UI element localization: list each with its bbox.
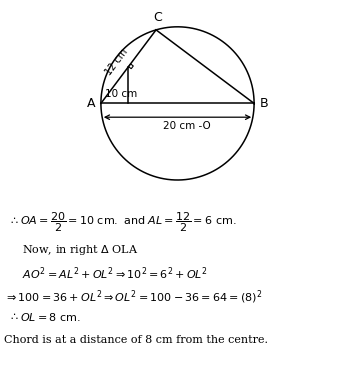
Text: A: A [87,97,95,110]
Text: Now, in right $\Delta$ OLA: Now, in right $\Delta$ OLA [22,243,138,257]
Text: C: C [153,11,162,24]
Text: Chord is at a distance of 8 cm from the centre.: Chord is at a distance of 8 cm from the … [4,335,268,345]
Text: $OA = \dfrac{20}{2} = 10\ \mathrm{cm.\ and}\ AL = \dfrac{12}{2} = 6\ \mathrm{cm.: $OA = \dfrac{20}{2} = 10\ \mathrm{cm.\ a… [20,211,236,234]
Text: $OL = 8\ \mathrm{cm.}$: $OL = 8\ \mathrm{cm.}$ [20,311,81,323]
Text: $\therefore$: $\therefore$ [8,215,19,225]
Text: $\therefore$: $\therefore$ [8,311,19,321]
Text: 20 cm -O: 20 cm -O [163,121,211,131]
Text: $AO^2 = AL^2 + OL^2 \Rightarrow 10^2 = 6^2 + OL^2$: $AO^2 = AL^2 + OL^2 \Rightarrow 10^2 = 6… [22,265,208,282]
Text: 12 cm: 12 cm [104,47,130,77]
Text: $\Rightarrow 100 = 36 + OL^2 \Rightarrow OL^2 = 100 - 36 = 64 = (8)^2$: $\Rightarrow 100 = 36 + OL^2 \Rightarrow… [4,288,262,306]
Text: 10 cm: 10 cm [105,89,137,99]
Text: B: B [260,97,268,110]
